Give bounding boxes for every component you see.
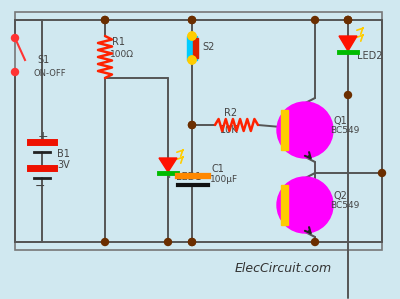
Text: Q2: Q2 bbox=[334, 191, 348, 201]
Circle shape bbox=[188, 56, 196, 64]
Text: LED1: LED1 bbox=[176, 172, 201, 182]
Circle shape bbox=[188, 239, 196, 245]
Circle shape bbox=[188, 16, 196, 24]
Circle shape bbox=[188, 121, 196, 129]
Circle shape bbox=[344, 16, 352, 24]
Circle shape bbox=[188, 56, 196, 64]
Bar bbox=[281, 110, 288, 150]
Circle shape bbox=[378, 170, 386, 176]
Circle shape bbox=[12, 34, 18, 42]
Polygon shape bbox=[159, 158, 177, 172]
Text: S1: S1 bbox=[37, 55, 49, 65]
Text: LED2: LED2 bbox=[357, 51, 382, 61]
Circle shape bbox=[312, 239, 318, 245]
Polygon shape bbox=[339, 36, 357, 51]
Bar bbox=[281, 185, 288, 225]
Circle shape bbox=[102, 239, 108, 245]
Circle shape bbox=[12, 68, 18, 76]
Bar bbox=[187, 36, 197, 60]
Circle shape bbox=[344, 91, 352, 98]
Text: B1: B1 bbox=[57, 149, 70, 159]
Circle shape bbox=[277, 102, 333, 158]
Text: 100μF: 100μF bbox=[210, 175, 238, 184]
Circle shape bbox=[188, 16, 196, 24]
Text: −: − bbox=[35, 179, 46, 193]
Text: BC549: BC549 bbox=[330, 126, 359, 135]
Circle shape bbox=[344, 16, 352, 24]
Text: R2: R2 bbox=[224, 108, 237, 118]
Circle shape bbox=[164, 239, 172, 245]
Circle shape bbox=[188, 239, 196, 245]
Circle shape bbox=[312, 16, 318, 24]
Circle shape bbox=[188, 121, 196, 129]
Text: ON-OFF: ON-OFF bbox=[33, 69, 66, 79]
Text: R1: R1 bbox=[112, 37, 125, 47]
Circle shape bbox=[344, 16, 352, 24]
Circle shape bbox=[102, 16, 108, 24]
Circle shape bbox=[277, 177, 333, 233]
Text: C1: C1 bbox=[212, 164, 225, 174]
Text: 10K: 10K bbox=[220, 125, 239, 135]
Bar bbox=[15, 12, 382, 250]
Text: +: + bbox=[38, 130, 49, 144]
Bar bbox=[193, 38, 198, 58]
Text: ElecCircuit.com: ElecCircuit.com bbox=[235, 262, 332, 275]
Circle shape bbox=[188, 32, 196, 40]
Text: +: + bbox=[165, 170, 174, 180]
Text: S2: S2 bbox=[202, 42, 214, 52]
Circle shape bbox=[188, 32, 196, 40]
Circle shape bbox=[102, 16, 108, 24]
Text: BC549: BC549 bbox=[330, 201, 359, 210]
Text: Q1: Q1 bbox=[334, 116, 348, 126]
Text: 3V: 3V bbox=[57, 160, 70, 170]
Text: 100Ω: 100Ω bbox=[110, 50, 134, 59]
